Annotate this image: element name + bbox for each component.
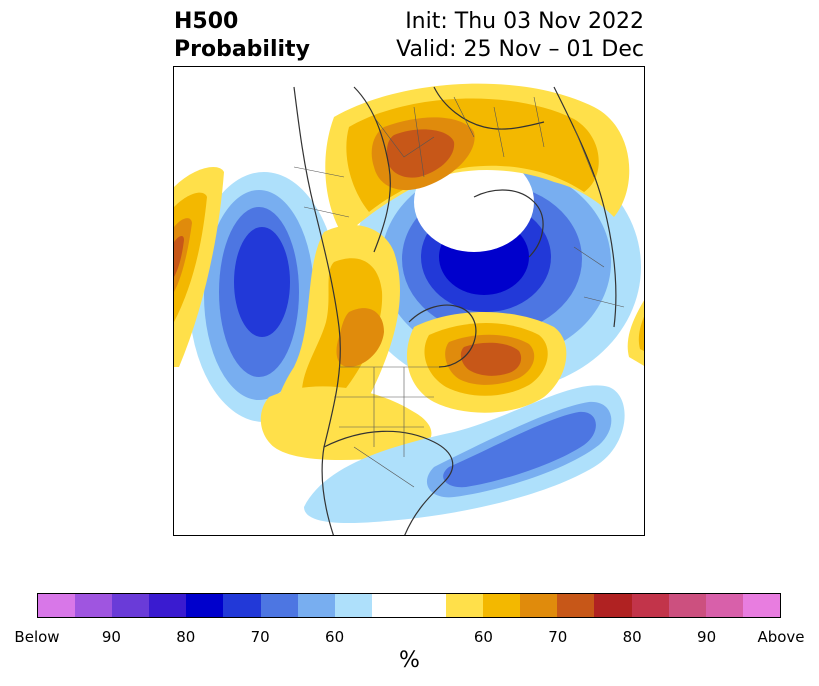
- pacific-low-contours: [189, 172, 339, 422]
- southern-ridge-contours: [260, 386, 432, 460]
- colorbar-segment: [334, 594, 372, 617]
- colorbar-segment: [297, 594, 335, 617]
- colorbar-segment: [668, 594, 706, 617]
- colorbar-tick-label: 70: [548, 628, 568, 646]
- colorbar-segment: [705, 594, 743, 617]
- title-field-name: H500: [174, 9, 239, 34]
- colorbar-segment: [631, 594, 669, 617]
- colorbar-tick-label: 70: [250, 628, 270, 646]
- title-left: H500 Probability: [174, 8, 310, 64]
- colorbar-tick-label: 60: [325, 628, 345, 646]
- colorbar: [37, 593, 781, 618]
- colorbar-segment: [75, 594, 113, 617]
- colorbar-segment: [742, 594, 780, 617]
- colorbar-segment: [446, 594, 484, 617]
- colorbar-tick-labels: Below 90 80 70 60 60 70 80 90 Above: [14, 628, 804, 646]
- colorbar-segment: [557, 594, 595, 617]
- colorbar-segment: [38, 594, 76, 617]
- probability-map: [173, 66, 645, 536]
- colorbar-segment: [594, 594, 632, 617]
- colorbar-tick-label: Below: [14, 628, 60, 646]
- colorbar-segment: [112, 594, 150, 617]
- greenland-ridge-contours: [406, 312, 567, 413]
- colorbar-tick-label: 80: [176, 628, 196, 646]
- colorbar-unit-label: %: [399, 648, 420, 673]
- colorbar-segment: [408, 594, 447, 617]
- init-date: Init: Thu 03 Nov 2022: [405, 9, 644, 34]
- colorbar-tick-label: 60: [473, 628, 493, 646]
- colorbar-tick-label: 80: [622, 628, 642, 646]
- map-svg: [174, 83, 644, 535]
- left-ridge-contours: [174, 167, 224, 367]
- atlantic-low-contours: [304, 385, 625, 524]
- title-product-name: Probability: [174, 37, 310, 62]
- coastlines: [293, 86, 617, 535]
- colorbar-segment: [260, 594, 298, 617]
- title-right: Init: Thu 03 Nov 2022 Valid: 25 Nov – 01…: [396, 8, 644, 64]
- colorbar-tick-label: Above: [757, 628, 805, 646]
- colorbar-segment: [483, 594, 521, 617]
- right-edge-ridge: [627, 300, 644, 366]
- colorbar-segment: [186, 594, 224, 617]
- colorbar-segment: [371, 594, 409, 617]
- eurasia-ridge-contours: [325, 83, 630, 237]
- valid-period: Valid: 25 Nov – 01 Dec: [396, 37, 644, 62]
- colorbar-segment: [149, 594, 187, 617]
- colorbar-tick-label: 90: [101, 628, 121, 646]
- colorbar-segment: [520, 594, 558, 617]
- colorbar-segment: [223, 594, 261, 617]
- political-borders: [293, 96, 625, 488]
- colorbar-tick-label: 90: [697, 628, 717, 646]
